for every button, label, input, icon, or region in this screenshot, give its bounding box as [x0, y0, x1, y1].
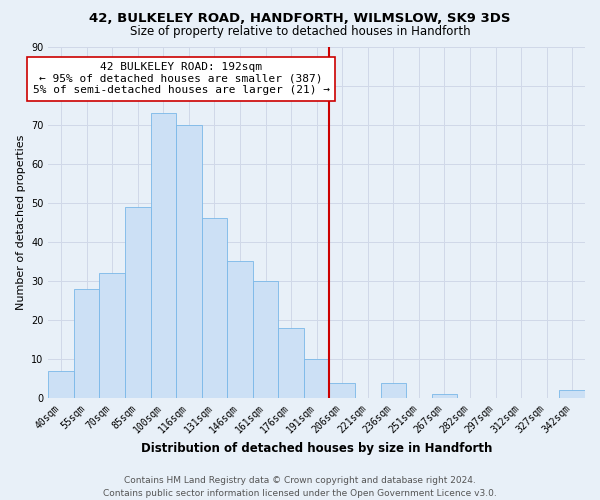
Bar [227, 262, 253, 398]
Bar [253, 281, 278, 398]
Bar [100, 273, 125, 398]
Bar [151, 113, 176, 398]
Bar [74, 289, 100, 398]
Y-axis label: Number of detached properties: Number of detached properties [16, 134, 26, 310]
Bar [559, 390, 585, 398]
X-axis label: Distribution of detached houses by size in Handforth: Distribution of detached houses by size … [141, 442, 493, 455]
Text: 42 BULKELEY ROAD: 192sqm
← 95% of detached houses are smaller (387)
5% of semi-d: 42 BULKELEY ROAD: 192sqm ← 95% of detach… [33, 62, 330, 96]
Text: Contains HM Land Registry data © Crown copyright and database right 2024.
Contai: Contains HM Land Registry data © Crown c… [103, 476, 497, 498]
Bar [329, 382, 355, 398]
Bar [304, 359, 329, 398]
Bar [125, 206, 151, 398]
Bar [380, 382, 406, 398]
Text: 42, BULKELEY ROAD, HANDFORTH, WILMSLOW, SK9 3DS: 42, BULKELEY ROAD, HANDFORTH, WILMSLOW, … [89, 12, 511, 26]
Bar [431, 394, 457, 398]
Bar [49, 371, 74, 398]
Bar [176, 124, 202, 398]
Bar [278, 328, 304, 398]
Text: Size of property relative to detached houses in Handforth: Size of property relative to detached ho… [130, 25, 470, 38]
Bar [202, 218, 227, 398]
